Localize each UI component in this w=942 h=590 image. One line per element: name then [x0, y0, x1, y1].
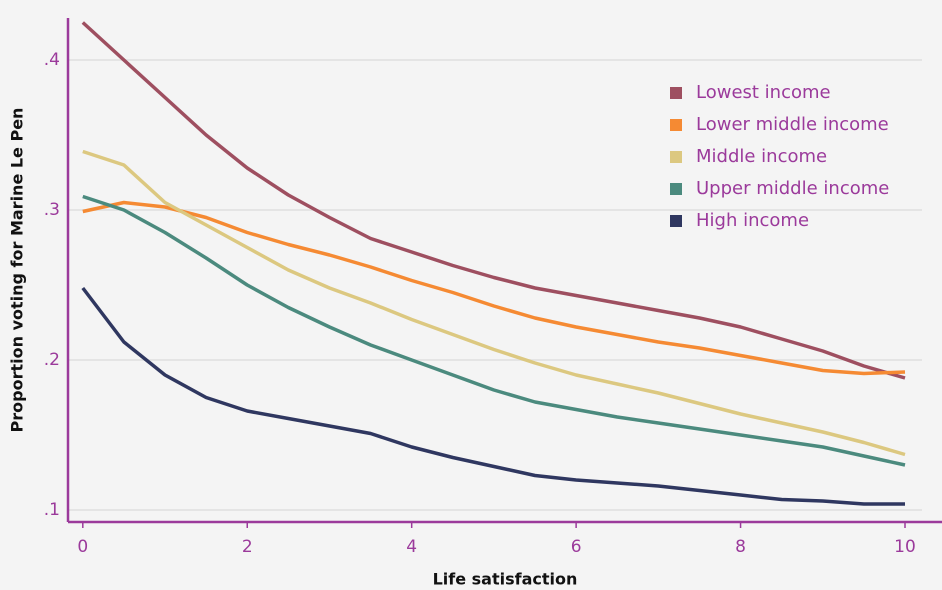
legend-label: Middle income: [696, 146, 827, 167]
x-tick-label: 2: [242, 537, 253, 557]
legend-swatch: [670, 151, 682, 163]
legend-swatch: [670, 87, 682, 99]
y-tick-label: .3: [44, 200, 60, 220]
line-series: [82, 194, 906, 467]
y-tick-label: .2: [44, 350, 60, 370]
y-tick-label: .1: [44, 500, 60, 520]
legend-label: Upper middle income: [696, 178, 889, 199]
x-tick-label: 10: [894, 537, 916, 557]
legend-swatch: [670, 183, 682, 195]
x-tick-label: 6: [571, 537, 582, 557]
legend-label: Lowest income: [696, 82, 831, 103]
x-tick-label: 4: [406, 537, 417, 557]
legend-swatch: [670, 215, 682, 227]
y-axis-title: Proportion voting for Marine Le Pen: [8, 108, 27, 433]
y-tick-label: .4: [44, 50, 60, 70]
legend-label: Lower middle income: [696, 114, 889, 135]
legend-swatch: [670, 119, 682, 131]
x-axis-title: Life satisfaction: [433, 570, 578, 589]
line-series: [81, 286, 905, 506]
x-tick-label: 0: [77, 537, 88, 557]
legend-label: High income: [696, 210, 809, 231]
line-series: [81, 21, 906, 380]
x-tick-label: 8: [735, 537, 746, 557]
line-series: [82, 149, 906, 457]
line-series: [82, 200, 906, 376]
